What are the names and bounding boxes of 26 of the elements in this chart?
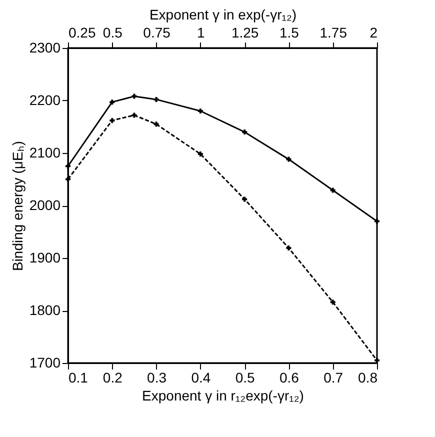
x2-tick-label: 0.25 [68,24,96,40]
y-tick-label: 2100 [29,144,61,160]
x2-tick-label: 1.5 [279,24,300,40]
x2-tick-label: 2 [370,24,378,40]
x-tick-label: 0.8 [358,370,378,386]
y-tick-label: 2000 [29,197,61,213]
x-tick-label: 0.6 [279,370,300,386]
x-tick-label: 0.3 [147,370,167,386]
x2-tick-label: 0.5 [102,24,123,40]
x-tick-label: 0.4 [191,370,211,386]
x2-tick-label: 1 [197,24,206,40]
x-tick-label: 0.5 [235,370,256,386]
y-tick-label: 1700 [29,354,61,370]
x2-tick-label: 1.25 [231,24,259,40]
y-tick-label: 2300 [29,40,61,56]
x-tick-label: 0.7 [324,370,344,386]
y-axis-title: Binding energy (μEₕ) [9,140,26,272]
y-tick-label: 2200 [29,92,61,108]
x-tick-label: 0.1 [68,370,88,386]
y-tick-label: 1900 [29,250,61,266]
x2-tick-label: 1.75 [320,24,348,40]
x-axis-title: Exponent γ in r₁₂exp(-γr₁₂) [142,388,304,404]
x2-tick-label: 0.75 [143,24,171,40]
y-tick-label: 1800 [29,302,61,318]
x2-axis-title: Exponent γ in exp(-γr₁₂) [149,6,297,22]
x-tick-label: 0.2 [102,370,123,386]
